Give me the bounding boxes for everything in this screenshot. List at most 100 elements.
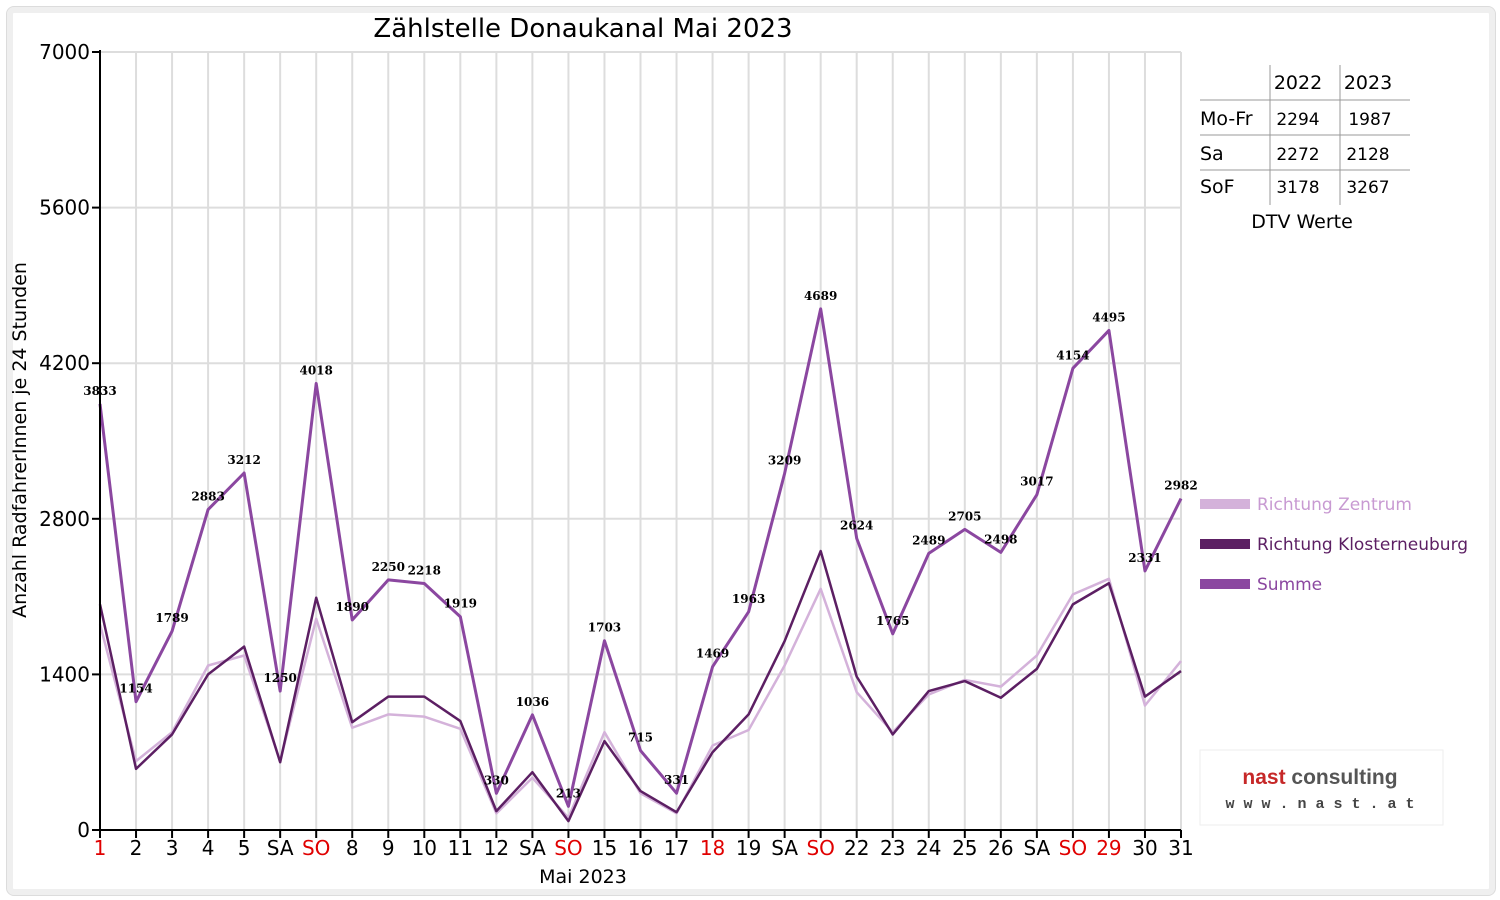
x-tick-label: SA xyxy=(1023,836,1050,860)
x-tick-label: 16 xyxy=(628,836,653,860)
y-tick-labels: 0 1400 2800 4200 5600 7000 xyxy=(39,40,100,842)
table-cell: 3178 xyxy=(1276,178,1319,198)
x-tick-label: SO xyxy=(302,836,330,860)
y-tick-label: 1400 xyxy=(39,662,90,686)
x-tick-label: SA xyxy=(519,836,546,860)
logo-box xyxy=(1199,749,1444,826)
x-tick-label: 3 xyxy=(166,836,179,860)
data-label: 1250 xyxy=(263,671,296,685)
x-tick-label: SA xyxy=(771,836,798,860)
data-label: 1469 xyxy=(696,647,729,661)
x-tick-label: 29 xyxy=(1096,836,1121,860)
data-label: 4154 xyxy=(1056,348,1089,362)
data-label: 2498 xyxy=(984,532,1017,546)
x-tick-label: 23 xyxy=(880,836,905,860)
data-label: 2250 xyxy=(372,560,405,574)
table-cell: 2294 xyxy=(1276,110,1319,130)
legend-swatch xyxy=(1200,539,1250,549)
table-header-2023: 2023 xyxy=(1344,72,1392,94)
x-tick-label: 26 xyxy=(988,836,1013,860)
data-label: 2883 xyxy=(191,490,224,504)
x-tick-label: SO xyxy=(1059,836,1087,860)
data-labels: 3833 1154 1789 2883 3212 1250 4018 1890 2250 2218… xyxy=(83,289,1197,800)
y-axis-title: Anzahl RadfahrerInnen je 24 Stunden xyxy=(9,262,31,618)
data-label: 3209 xyxy=(768,453,801,467)
data-label: 2705 xyxy=(948,509,981,523)
legend-label: Richtung Klosterneuburg xyxy=(1257,535,1468,555)
x-tick-label: SO xyxy=(806,836,834,860)
table-caption: DTV Werte xyxy=(1251,211,1353,233)
data-label: 1765 xyxy=(876,614,909,628)
logo-line1: nast consulting xyxy=(1242,766,1397,789)
grid xyxy=(99,51,1182,831)
y-tick-label: 7000 xyxy=(39,40,90,64)
nast-logo: nast consulting w w w . n a s t . a t xyxy=(1199,749,1444,826)
table-row-label: Sa xyxy=(1200,143,1224,165)
logo-word-nast: nast xyxy=(1242,766,1291,789)
data-label: 1890 xyxy=(336,600,369,614)
y-tick-label: 4200 xyxy=(39,351,90,375)
data-label: 2982 xyxy=(1164,479,1197,493)
table-header-2022: 2022 xyxy=(1274,72,1322,94)
table-cell: 3267 xyxy=(1346,178,1389,198)
data-label: 4689 xyxy=(804,289,837,303)
data-label: 330 xyxy=(484,773,509,787)
x-axis-title: Mai 2023 xyxy=(539,866,627,888)
chart-frame xyxy=(6,6,1496,896)
x-tick-label: 19 xyxy=(736,836,761,860)
y-tick-label: 5600 xyxy=(39,196,90,220)
series-line-2 xyxy=(98,549,1182,823)
x-tick-label: 12 xyxy=(484,836,509,860)
x-tick-label: 9 xyxy=(382,836,395,860)
chart-title: Zählstelle Donaukanal Mai 2023 xyxy=(373,14,792,44)
x-tick-label: 17 xyxy=(664,836,689,860)
x-tick-label: 10 xyxy=(412,836,437,860)
data-label: 2218 xyxy=(408,563,441,577)
x-tick-label: 5 xyxy=(238,836,251,860)
table-row-label: Mo-Fr xyxy=(1200,108,1253,130)
table-row-label: SoF xyxy=(1200,176,1235,198)
data-label: 3833 xyxy=(83,384,116,398)
table-cell: 2128 xyxy=(1346,145,1389,165)
data-label: 1789 xyxy=(155,611,188,625)
data-label: 331 xyxy=(664,773,689,787)
table-cell: 1987 xyxy=(1348,110,1391,130)
logo-line2: w w w . n a s t . a t xyxy=(1225,796,1414,813)
x-tick-label: 24 xyxy=(916,836,941,860)
x-tick-label: SA xyxy=(267,836,294,860)
data-label: 2331 xyxy=(1128,551,1161,565)
logo-word-consulting: consulting xyxy=(1291,766,1397,789)
data-label: 2624 xyxy=(840,518,873,532)
x-tick-label: 18 xyxy=(700,836,725,860)
x-tick-label: SO xyxy=(554,836,582,860)
x-tick-label: 25 xyxy=(952,836,977,860)
data-label: 4495 xyxy=(1092,310,1125,324)
legend: Richtung Zentrum Richtung Klosterneuburg S… xyxy=(1200,495,1468,595)
legend-label: Summe xyxy=(1257,575,1322,595)
data-label: 4018 xyxy=(299,363,332,377)
data-label: 213 xyxy=(556,786,581,800)
data-label: 715 xyxy=(628,731,653,745)
x-tick-label: 22 xyxy=(844,836,869,860)
table-cell: 2272 xyxy=(1276,145,1319,165)
legend-swatch xyxy=(1200,499,1250,509)
data-label: 3212 xyxy=(227,453,260,467)
legend-label: Richtung Zentrum xyxy=(1257,495,1412,515)
x-tick-label: 8 xyxy=(346,836,359,860)
data-label: 3017 xyxy=(1020,475,1053,489)
x-tick-label: 1 xyxy=(94,836,107,860)
data-label: 1154 xyxy=(119,682,152,696)
data-label: 1963 xyxy=(732,592,765,606)
x-tick-label: 15 xyxy=(592,836,617,860)
x-tick-label: 11 xyxy=(448,836,473,860)
x-tick-label: 2 xyxy=(130,836,143,860)
data-label: 1919 xyxy=(444,597,477,611)
x-tick-label: 30 xyxy=(1132,836,1157,860)
data-label: 2489 xyxy=(912,533,945,547)
data-label: 1703 xyxy=(588,621,621,635)
dtv-table: 2022 2023 Mo-Fr 2294 1987 Sa 2272 2128 S… xyxy=(1200,65,1410,233)
series-layer xyxy=(98,307,1183,823)
x-tick-label: 31 xyxy=(1168,836,1193,860)
series-line-3 xyxy=(98,307,1183,808)
